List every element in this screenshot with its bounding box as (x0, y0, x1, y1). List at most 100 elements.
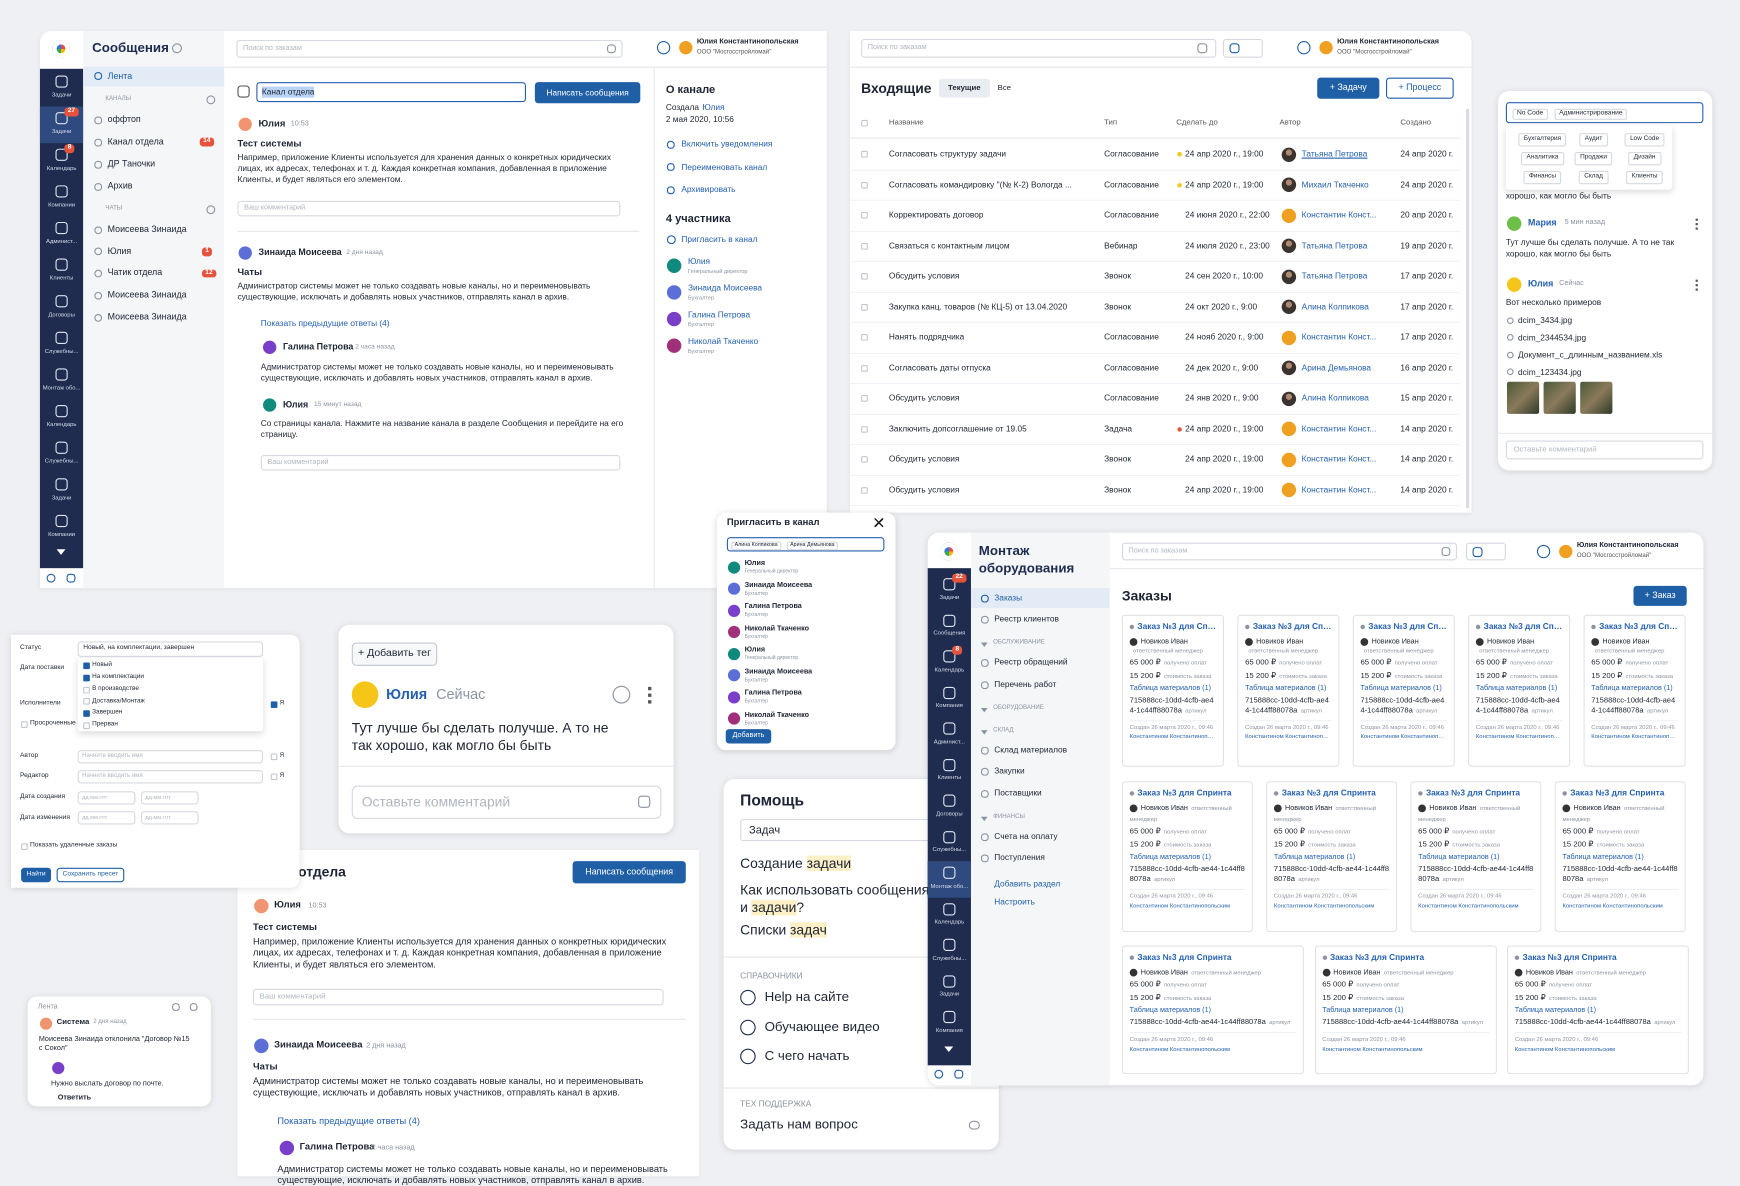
file-name[interactable]: dcim_3434.jpg (1518, 315, 1573, 326)
checkbox[interactable] (21, 843, 28, 851)
input[interactable] (236, 39, 623, 58)
gear-icon[interactable] (172, 43, 182, 54)
more-icon[interactable] (648, 686, 652, 704)
input[interactable] (256, 82, 526, 103)
task-name[interactable]: Нанять подрядчика (888, 331, 965, 342)
tag-option[interactable]: Склад (1578, 171, 1609, 184)
button[interactable] (572, 861, 686, 884)
task-author[interactable]: Алина Колпикова (1301, 301, 1369, 312)
status-option[interactable]: Прерван (92, 721, 118, 729)
close-icon[interactable] (874, 518, 884, 528)
sidebar-footer-icon[interactable] (934, 1069, 944, 1079)
task-name[interactable]: Закупка канц. товаров (№ КЦ-5) от 13.04.… (888, 301, 1068, 312)
file-name[interactable]: Документ_с_длинным_названием.xls (1518, 349, 1663, 360)
button[interactable] (534, 82, 641, 104)
button[interactable] (56, 867, 125, 883)
task-name[interactable]: Обсудить условия (888, 392, 960, 403)
input[interactable] (1505, 440, 1704, 460)
checkbox[interactable] (861, 150, 868, 158)
checkbox[interactable] (861, 425, 868, 433)
button-label[interactable]: + Добавить тег (357, 647, 432, 660)
channel-name[interactable]: ДР Таночки (107, 158, 156, 169)
feed-reply-link[interactable]: Ответить (57, 1093, 92, 1102)
column-header[interactable]: Сделать до (1176, 119, 1218, 127)
task-name[interactable]: Согласовать структуру задачи (888, 148, 1007, 159)
checkbox[interactable] (270, 773, 278, 781)
invite-chip[interactable]: Арина Демьянова (786, 541, 838, 551)
tag-option[interactable]: Low Code (1624, 133, 1665, 147)
help-result[interactable]: Как использовать сообщения, файлы и зада… (740, 881, 984, 917)
button-label[interactable]: Найти (26, 870, 46, 878)
tag-button[interactable] (351, 642, 438, 666)
nav-item[interactable]: Реестр клиентов (994, 613, 1059, 624)
channel-name[interactable]: Архив (107, 180, 133, 191)
chat-name[interactable]: Юлия (107, 245, 132, 256)
task-author[interactable]: Арина Демьянова (1301, 362, 1372, 373)
button-label[interactable]: + Процесс (1398, 82, 1442, 93)
person-name[interactable]: Галина Петрова (744, 602, 802, 611)
image-thumb[interactable] (1580, 381, 1613, 414)
channel-name[interactable]: оффтоп (107, 114, 141, 125)
help-item[interactable]: Help на сайте (764, 988, 849, 1005)
sidebar-footer-icon[interactable] (46, 573, 56, 583)
nav-item[interactable]: Счета на оплату (994, 831, 1058, 842)
order-card[interactable]: Заказ №3 для Спринта Новиков Иванответств… (1121, 614, 1224, 767)
input[interactable] (260, 454, 621, 471)
nav-item[interactable]: Поступления (994, 852, 1045, 863)
help-item[interactable]: Обучающее видео (764, 1018, 880, 1034)
chat-name[interactable]: Моисеева Зинаида (107, 223, 187, 234)
checkbox[interactable] (83, 722, 90, 730)
status-option[interactable]: Доставка/Монтаж (92, 697, 145, 705)
checkbox[interactable] (83, 674, 90, 682)
help-result[interactable]: Списки задач (740, 921, 984, 939)
help-result[interactable]: Создание задачи (740, 854, 984, 872)
checkbox[interactable] (83, 662, 90, 670)
task-name[interactable]: Согласовать даты отпуска (888, 362, 991, 373)
input[interactable] (861, 38, 1217, 58)
checkbox[interactable] (861, 242, 868, 250)
task-author[interactable]: Татьяна Петрова (1301, 270, 1368, 281)
button[interactable] (1633, 585, 1687, 606)
file-name[interactable]: dcim_123434.jpg (1518, 366, 1582, 377)
checkbox[interactable] (83, 698, 90, 706)
input[interactable] (77, 750, 263, 764)
help-icon[interactable] (1297, 41, 1311, 55)
person-name[interactable]: Николай Ткаченко (744, 711, 810, 719)
status-option[interactable]: Новый (92, 661, 112, 669)
nav-add[interactable]: Добавить раздел (994, 879, 1061, 890)
button[interactable] (1317, 77, 1380, 99)
member-name[interactable]: Галина Петрова (688, 309, 751, 320)
tag-option[interactable]: Аналитика (1520, 152, 1564, 166)
nav-item[interactable]: Поставщики (994, 788, 1042, 799)
input[interactable] (237, 200, 621, 217)
invite-link[interactable]: Пригласить в канал (681, 234, 758, 245)
checkbox[interactable] (861, 456, 868, 463)
person-name[interactable]: Галина Петрова (744, 689, 802, 698)
view-switch[interactable] (1222, 38, 1263, 58)
status-option[interactable]: На комплектации (92, 673, 145, 681)
add-channel[interactable] (206, 95, 216, 105)
tag-option[interactable]: Клиенты (1626, 171, 1664, 184)
input[interactable] (1121, 542, 1458, 561)
input[interactable] (77, 791, 136, 805)
member-name[interactable]: Николай Ткаченко (688, 336, 759, 347)
tag-chip[interactable]: No Code (1512, 108, 1548, 120)
checkbox[interactable] (861, 334, 868, 341)
task-author[interactable]: Константин Конст... (1301, 484, 1377, 495)
file-name[interactable]: dcim_2344534.jpg (1518, 332, 1587, 343)
tag-option[interactable]: Финансы (1523, 171, 1562, 184)
invite-chip[interactable]: Алина Колпикова (731, 541, 781, 551)
person-name[interactable]: Юлия (744, 559, 766, 568)
status-option[interactable]: В производстве (92, 685, 139, 693)
checkbox[interactable] (861, 119, 868, 127)
checkbox[interactable] (861, 486, 868, 494)
nav-item[interactable]: Закупки (994, 765, 1025, 776)
button-label[interactable]: + Задачу (1329, 82, 1367, 93)
show-replies[interactable]: Показать предыдущие ответы (4) (277, 1114, 420, 1126)
help-item[interactable]: Задать нам вопрос (740, 1116, 858, 1133)
